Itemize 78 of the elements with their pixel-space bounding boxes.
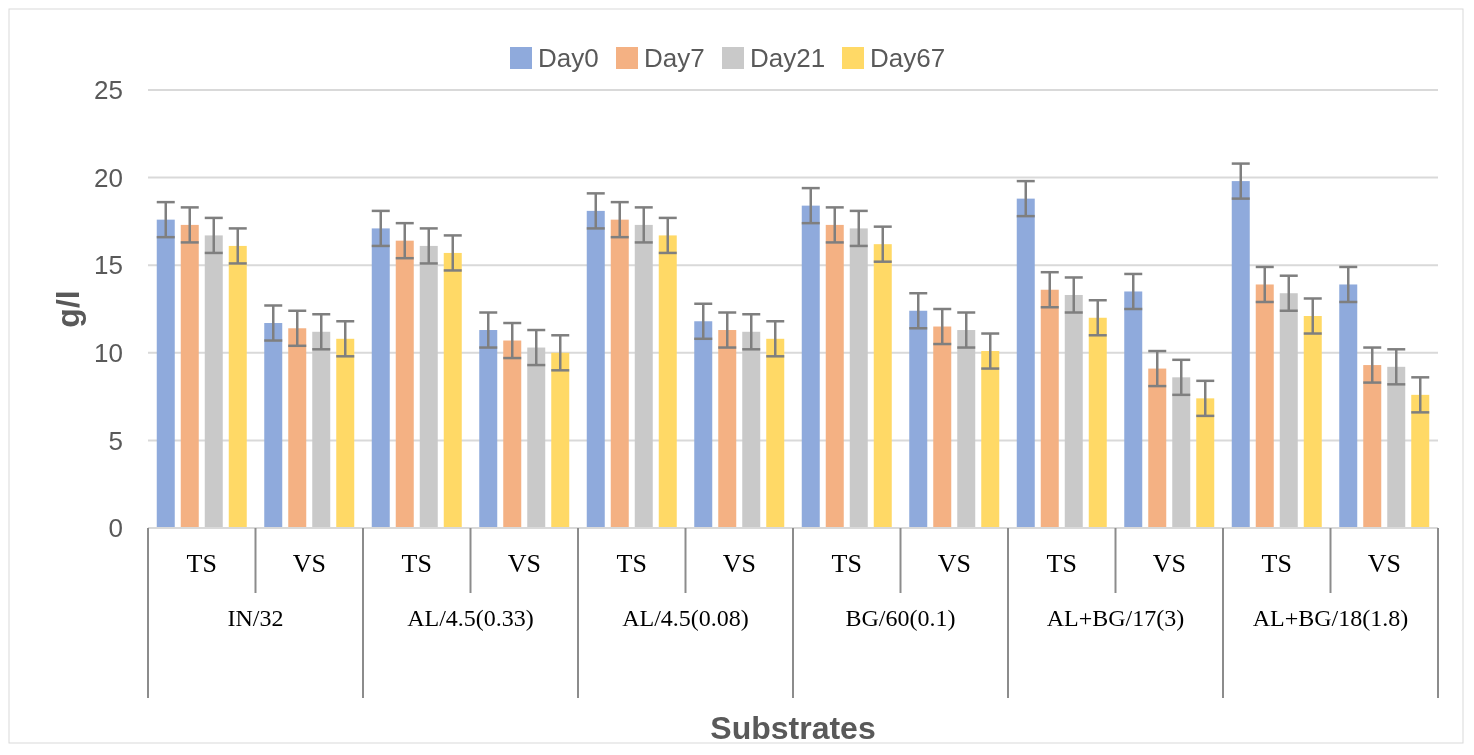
- legend-label: Day21: [750, 43, 826, 74]
- bar: [204, 235, 223, 528]
- x-tick-label: VS: [722, 549, 756, 579]
- text: AL+BG/18(1.8): [1252, 605, 1409, 632]
- bar: [873, 244, 892, 528]
- bar: [909, 310, 928, 528]
- y-tick-label: 25: [94, 75, 123, 106]
- bar: [503, 340, 522, 528]
- bar: [825, 224, 844, 528]
- bar: [1016, 198, 1035, 528]
- bar: [1124, 291, 1143, 528]
- bar: [801, 205, 820, 528]
- bar: [1231, 181, 1250, 528]
- y-tick-label: 0: [108, 513, 123, 544]
- bar: [395, 240, 414, 528]
- bar: [694, 321, 713, 528]
- legend-label: Day0: [538, 43, 599, 74]
- y-tick-label: 15: [94, 250, 123, 281]
- bar: [1279, 293, 1298, 528]
- bar: [849, 228, 868, 528]
- x-tick-label: VS: [507, 549, 541, 579]
- bar: [981, 351, 1000, 528]
- y-tick-label: 5: [108, 425, 123, 456]
- bar: [336, 338, 355, 528]
- bar: [1172, 377, 1191, 528]
- x-tick-label: TS: [401, 549, 432, 579]
- bar: [312, 331, 331, 528]
- bar: [1196, 398, 1215, 528]
- bar: [658, 235, 677, 528]
- bar: [288, 328, 307, 528]
- bar: [1411, 394, 1430, 528]
- x-tick-label: TS: [831, 549, 862, 579]
- bar: [479, 330, 498, 528]
- bar: [1363, 365, 1382, 528]
- bar: [527, 347, 546, 528]
- bar: [634, 224, 653, 528]
- x-tick-label: TS: [616, 549, 647, 579]
- x-axis-title: Substrates: [710, 710, 876, 747]
- x-tick-label: VS: [1367, 549, 1401, 579]
- bar: [933, 326, 952, 528]
- bar: [156, 219, 175, 528]
- bar: [419, 245, 438, 528]
- x-tick-label: VS: [292, 549, 326, 579]
- x-tick-label: VS: [1152, 549, 1186, 579]
- bar: [742, 331, 761, 528]
- y-axis-title: g/l: [50, 290, 87, 328]
- text: AL+BG/17(3): [1046, 605, 1185, 632]
- bar: [228, 245, 247, 528]
- legend-label: Day7: [644, 43, 705, 74]
- bar: [957, 330, 976, 528]
- bar: [1387, 366, 1406, 528]
- y-tick-label: 20: [94, 162, 123, 193]
- y-tick-label: 10: [94, 337, 123, 368]
- bar: [718, 330, 737, 528]
- bar: [1339, 284, 1358, 528]
- bar: [586, 210, 605, 528]
- legend-label: Day67: [870, 43, 946, 74]
- text: BG/60(0.1): [845, 605, 956, 632]
- bar: [1088, 317, 1107, 528]
- bar: [1303, 316, 1322, 528]
- bar: [610, 219, 629, 528]
- bar: [180, 224, 199, 528]
- text: IN/32: [227, 605, 284, 632]
- bar: [1255, 284, 1274, 528]
- bar: [443, 252, 462, 528]
- text: AL/4.5(0.33): [407, 605, 534, 632]
- bar: [766, 338, 785, 528]
- bar: [1064, 294, 1083, 528]
- bar: [551, 352, 570, 528]
- bar: [1148, 368, 1167, 528]
- x-tick-label: VS: [937, 549, 971, 579]
- x-tick-label: TS: [186, 549, 217, 579]
- bar: [264, 323, 283, 528]
- bar: [1040, 289, 1059, 528]
- text: AL/4.5(0.08): [622, 605, 749, 632]
- bar: [371, 228, 390, 528]
- x-tick-label: TS: [1261, 549, 1292, 579]
- x-tick-label: TS: [1046, 549, 1077, 579]
